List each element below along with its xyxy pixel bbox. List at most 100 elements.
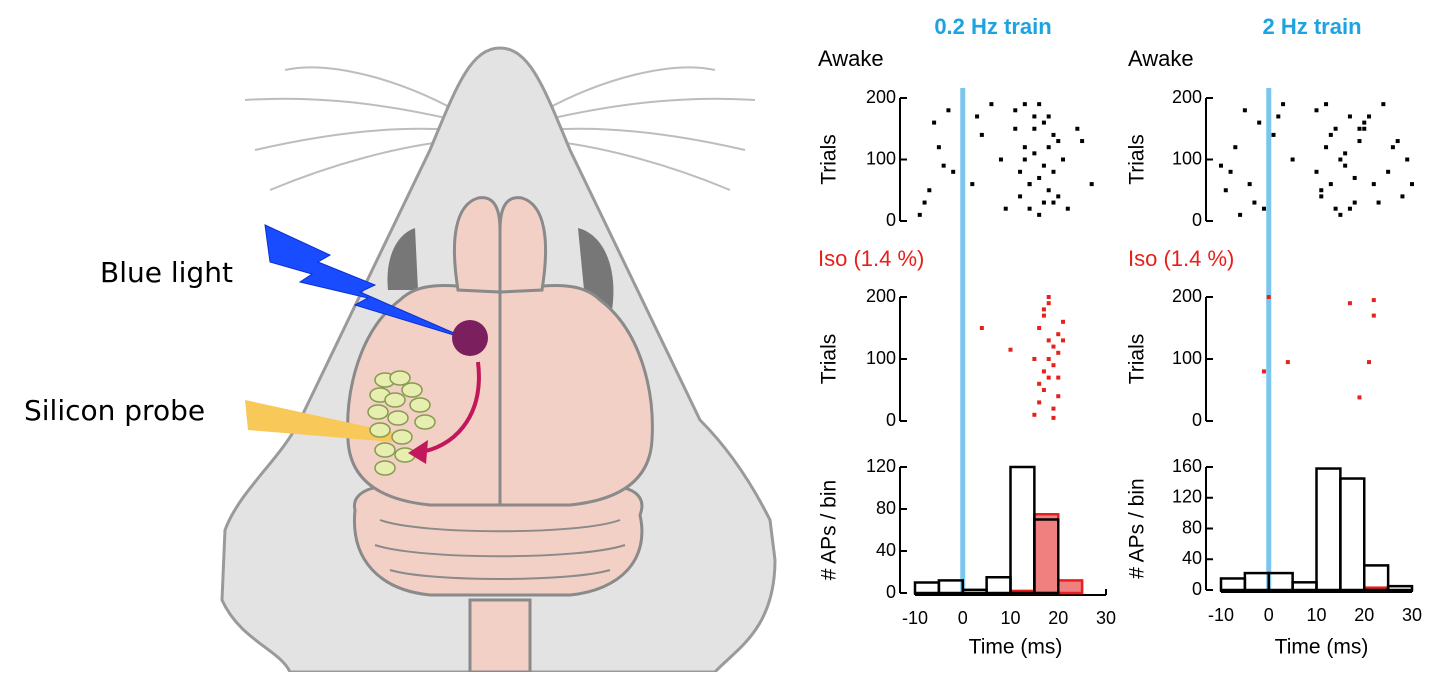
spike xyxy=(1046,375,1051,380)
silicon-probe xyxy=(245,400,392,442)
spike xyxy=(1051,169,1056,174)
spike xyxy=(1400,194,1405,199)
spike xyxy=(1032,412,1037,417)
spike xyxy=(1041,313,1046,318)
histogram-bar xyxy=(913,581,941,595)
x-tick-label: 30 xyxy=(1096,608,1116,628)
stimulation-site xyxy=(452,320,488,356)
spike xyxy=(1338,157,1343,162)
spike xyxy=(917,212,922,217)
spike xyxy=(1056,350,1061,355)
spike xyxy=(1003,206,1008,211)
spike xyxy=(1051,363,1056,368)
panel-subtitle: Iso (1.4 %) xyxy=(1128,246,1234,271)
histogram-bar xyxy=(1291,581,1318,592)
x-axis-label: Time (ms) xyxy=(969,636,1063,659)
histogram-bar xyxy=(1009,465,1036,595)
y-tick-label: 100 xyxy=(1172,148,1202,168)
spike xyxy=(1362,120,1367,125)
spike xyxy=(1022,145,1027,150)
spike xyxy=(1347,114,1352,119)
blue-light-bolt xyxy=(264,224,471,341)
panel-subtitle: Awake xyxy=(818,46,884,71)
spike xyxy=(1352,200,1357,205)
spike xyxy=(1056,375,1061,380)
spike xyxy=(1324,102,1329,107)
spike xyxy=(1223,188,1228,193)
y-tick-label: 120 xyxy=(1172,487,1202,507)
spike xyxy=(1405,157,1410,162)
spike xyxy=(1075,126,1080,131)
spike xyxy=(1037,175,1042,180)
spike xyxy=(1371,182,1376,187)
spike xyxy=(1032,126,1037,131)
spike xyxy=(1046,338,1051,343)
y-tick-label: 160 xyxy=(1172,456,1202,476)
y-tick-label: 80 xyxy=(876,498,896,518)
y-tick-label: 0 xyxy=(886,410,896,430)
spike xyxy=(1338,212,1343,217)
spike xyxy=(1022,102,1027,107)
spike xyxy=(1056,139,1061,144)
y-tick-label: 120 xyxy=(866,456,896,476)
spike xyxy=(1357,139,1362,144)
spike xyxy=(1041,307,1046,312)
y-tick-label: 100 xyxy=(866,148,896,168)
spike xyxy=(1252,200,1257,205)
spike xyxy=(951,169,956,174)
spike xyxy=(1371,298,1376,303)
x-tick-label: 0 xyxy=(1264,605,1274,625)
histogram-bar xyxy=(985,576,1012,595)
y-tick-label: 100 xyxy=(1172,348,1202,368)
spike xyxy=(1410,182,1414,187)
spike xyxy=(1352,175,1357,180)
spike xyxy=(932,120,937,125)
column-title: 2 Hz train xyxy=(1262,14,1361,39)
x-tick-label: 20 xyxy=(1354,605,1374,625)
spike xyxy=(1261,369,1266,374)
spike xyxy=(1051,415,1056,420)
spike xyxy=(1233,145,1238,150)
arrow xyxy=(419,361,481,454)
spike xyxy=(1089,182,1094,187)
spike xyxy=(1328,182,1333,187)
spike xyxy=(1314,108,1319,113)
panel-subtitle: Iso (1.4 %) xyxy=(818,246,924,271)
y-axis-label: # APs / bin xyxy=(1126,478,1149,578)
y-axis-label: # APs / bin xyxy=(818,480,841,580)
label: Silicon probe xyxy=(24,394,205,427)
spike xyxy=(1056,194,1061,199)
panel-subtitle: Awake xyxy=(1128,46,1194,71)
spike xyxy=(1032,151,1037,156)
x-tick-label: 10 xyxy=(1306,605,1326,625)
y-tick-label: 80 xyxy=(1182,517,1202,537)
spike xyxy=(1386,169,1391,174)
histogram-bar xyxy=(937,579,964,595)
spike xyxy=(975,114,980,119)
spike xyxy=(1022,157,1027,162)
x-tick-label: 20 xyxy=(1048,608,1068,628)
spike xyxy=(941,163,946,168)
spike xyxy=(1051,344,1056,349)
spike xyxy=(1041,120,1046,125)
x-axis-label: Time (ms) xyxy=(1275,636,1369,659)
y-tick-label: 40 xyxy=(876,540,896,560)
spike xyxy=(1376,200,1381,205)
spike xyxy=(1013,126,1018,131)
spike xyxy=(1027,182,1032,187)
spike xyxy=(1037,212,1042,217)
y-tick-label: 200 xyxy=(866,286,896,306)
y-tick-label: 40 xyxy=(1182,548,1202,568)
spike xyxy=(1247,182,1252,187)
spike xyxy=(1271,132,1276,137)
eye-left xyxy=(387,228,418,290)
spike xyxy=(1046,301,1051,306)
spike xyxy=(927,188,932,193)
spike xyxy=(1013,108,1018,113)
spike xyxy=(1041,200,1046,205)
spike xyxy=(1281,102,1286,107)
spike xyxy=(1367,114,1372,119)
histogram-bar xyxy=(1386,584,1414,592)
spike xyxy=(922,200,927,205)
spike xyxy=(1080,139,1085,144)
